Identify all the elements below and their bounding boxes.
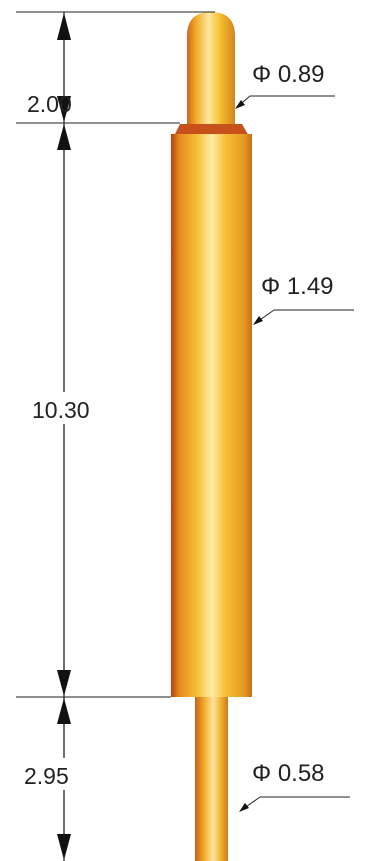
tip-length-label: 2.00 xyxy=(27,91,72,117)
tail-length-label: 2.95 xyxy=(24,763,69,789)
arrow-up-tail-top xyxy=(57,698,71,724)
callout-tail: Φ 0.58 xyxy=(239,760,350,812)
tail xyxy=(195,697,228,861)
barrel-diameter-label: Φ 1.49 xyxy=(261,273,334,300)
barrel-length-label: 10.30 xyxy=(32,397,90,423)
arrow-down-tip-bottom xyxy=(57,96,71,122)
arrow-down-tail-bottom xyxy=(57,834,71,860)
plunger-diameter-label: Φ 0.89 xyxy=(252,61,325,88)
callout-plunger: Φ 0.89 xyxy=(235,61,335,109)
pogo-pin xyxy=(171,12,252,861)
callout-barrel: Φ 1.49 xyxy=(253,273,354,325)
tail-diameter-label: Φ 0.58 xyxy=(252,760,325,787)
arrow-up-tip-top xyxy=(57,13,71,40)
arrow-up-barrel-top xyxy=(57,124,71,150)
barrel xyxy=(171,134,252,697)
dimension-arrows xyxy=(57,13,71,860)
plunger-tip xyxy=(187,12,235,128)
arrow-down-barrel-bottom xyxy=(57,670,71,696)
